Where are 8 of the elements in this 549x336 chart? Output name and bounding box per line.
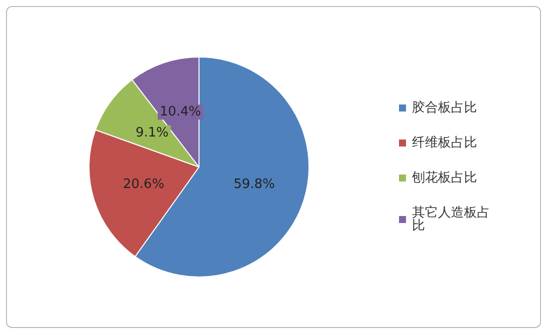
data-label: 20.6%: [122, 176, 164, 192]
data-label: 10.4%: [160, 104, 202, 120]
legend-label: 其它人造板占比: [412, 204, 490, 234]
data-label: 59.8%: [234, 177, 275, 192]
legend-label: 胶合板占比: [412, 100, 477, 116]
legend-label: 刨花板占比: [411, 170, 477, 186]
data-label: 9.1%: [136, 125, 169, 140]
legend-label: 纤维板占比: [412, 136, 477, 150]
